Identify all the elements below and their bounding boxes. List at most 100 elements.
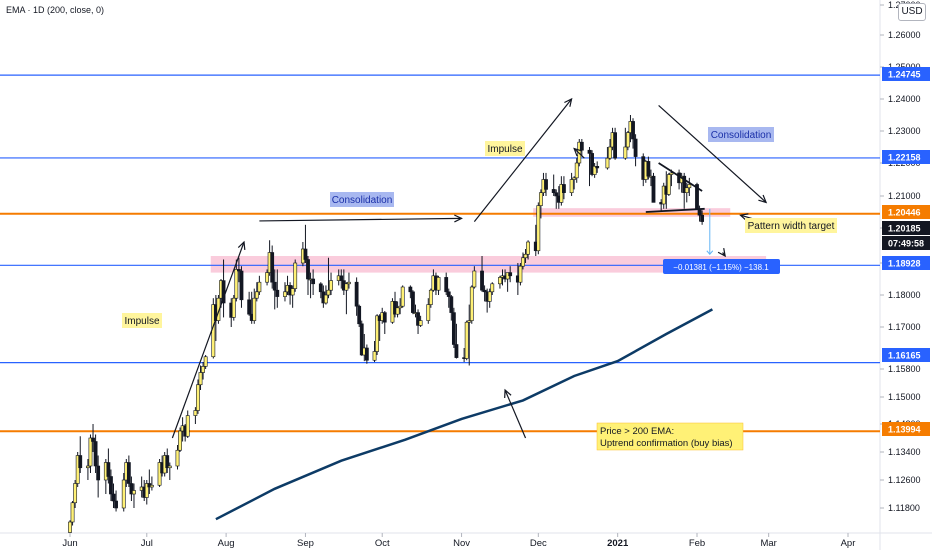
- candle-body-up: [185, 415, 190, 437]
- candle: [646, 156, 651, 180]
- impulse-arrow-1: [171, 240, 246, 439]
- price-tag-box-1: [882, 150, 930, 164]
- candle: [633, 134, 638, 167]
- candle-body-up: [469, 286, 474, 321]
- price-tag-3: 1.20185: [888, 224, 921, 234]
- candle: [518, 263, 523, 286]
- measure-arrow: [706, 250, 714, 256]
- candle-body-up: [375, 315, 380, 352]
- candle: [132, 483, 136, 508]
- candle: [464, 320, 469, 361]
- candle-body-up: [669, 172, 674, 175]
- candle-body-down: [562, 184, 566, 193]
- candle: [700, 210, 705, 225]
- candle-body-up: [418, 320, 423, 326]
- candle: [572, 176, 577, 190]
- price-tick-label: 1.11800: [888, 503, 920, 513]
- candle-body-up: [428, 289, 433, 305]
- candle-body-up: [572, 177, 577, 180]
- candle-body-up: [436, 277, 441, 291]
- candle-body-up: [75, 455, 80, 484]
- candle-body-up: [666, 174, 671, 195]
- candle: [111, 483, 116, 508]
- candle-body-up: [216, 297, 221, 321]
- time-tick-label: Oct: [375, 538, 390, 549]
- candle-body-up: [68, 521, 72, 533]
- candle: [426, 298, 431, 324]
- candle: [96, 455, 101, 498]
- candle-body-down: [633, 138, 638, 157]
- candle: [185, 410, 190, 438]
- arrow-head: [717, 248, 726, 258]
- candle-body-up: [290, 288, 295, 296]
- candle-body-down: [682, 175, 687, 193]
- price-tag-box-2: [882, 205, 930, 219]
- candle: [372, 341, 377, 362]
- candle: [554, 189, 559, 209]
- candle-body-down: [339, 275, 344, 281]
- candle-body-down: [449, 296, 454, 313]
- price-tick-label: 1.13400: [888, 447, 921, 457]
- candle-body-down: [129, 483, 134, 495]
- candle: [592, 163, 597, 178]
- measure-label: −0.01381 (−1.15%) −138.1: [673, 263, 769, 272]
- candle: [498, 275, 502, 289]
- candle-body-down: [554, 192, 559, 197]
- callout-box: [596, 422, 744, 451]
- candle-body-up: [326, 289, 331, 296]
- candle-body-up: [687, 184, 692, 189]
- candle-body-down: [96, 465, 101, 481]
- candle-body-up: [198, 372, 203, 386]
- currency-button[interactable]: USD: [898, 3, 926, 21]
- annotation-label-box-1: [330, 192, 394, 207]
- candle-body-up: [86, 465, 90, 469]
- candle: [526, 240, 530, 260]
- candle: [408, 285, 413, 299]
- candle-body-up: [661, 185, 666, 205]
- arrow-shaft: [259, 217, 462, 222]
- arrow-shaft: [473, 98, 573, 222]
- arrow-head: [564, 97, 573, 107]
- candle-body-up: [347, 281, 351, 285]
- candle: [193, 407, 198, 424]
- candle: [78, 436, 83, 473]
- candle-body-down: [111, 493, 116, 502]
- candle: [326, 257, 331, 299]
- support-zone-1: [533, 208, 731, 217]
- candle: [324, 285, 328, 305]
- time-tick-label: Mar: [760, 538, 776, 549]
- candle: [157, 459, 162, 487]
- price-tick-label: 1.15000: [888, 392, 921, 402]
- candle-body-up: [574, 162, 579, 179]
- candle-body-down: [106, 462, 111, 477]
- candle-body-up: [265, 272, 269, 283]
- arrow-head: [573, 147, 582, 157]
- candle: [265, 269, 269, 286]
- candle: [354, 277, 359, 316]
- candle-body-down: [357, 305, 362, 325]
- candle-body-down: [382, 312, 387, 323]
- candle-body-down: [318, 283, 323, 293]
- candle-body-up: [536, 205, 541, 252]
- candle-body-up: [283, 291, 287, 297]
- price-tag-box-5: [882, 256, 930, 270]
- candle-body-up: [329, 280, 333, 291]
- small-arrow-unused: [573, 147, 585, 159]
- price-tag-4: 07:49:58: [888, 239, 924, 249]
- candle-body-down: [631, 121, 635, 140]
- candle: [487, 288, 492, 308]
- candle-body-down: [508, 272, 513, 277]
- price-tick-label: 1.23000: [888, 126, 921, 136]
- candle-body-down: [544, 179, 548, 190]
- candle-body-up: [605, 157, 610, 169]
- price-tag-box-3: [882, 221, 930, 235]
- candle: [428, 288, 433, 308]
- candle-body-up: [144, 483, 149, 498]
- time-tick-label: 2021: [607, 538, 629, 549]
- candle-body-up: [88, 437, 93, 467]
- candle: [318, 282, 323, 299]
- time-tick-label: Apr: [841, 538, 856, 549]
- arrow-head: [454, 214, 463, 223]
